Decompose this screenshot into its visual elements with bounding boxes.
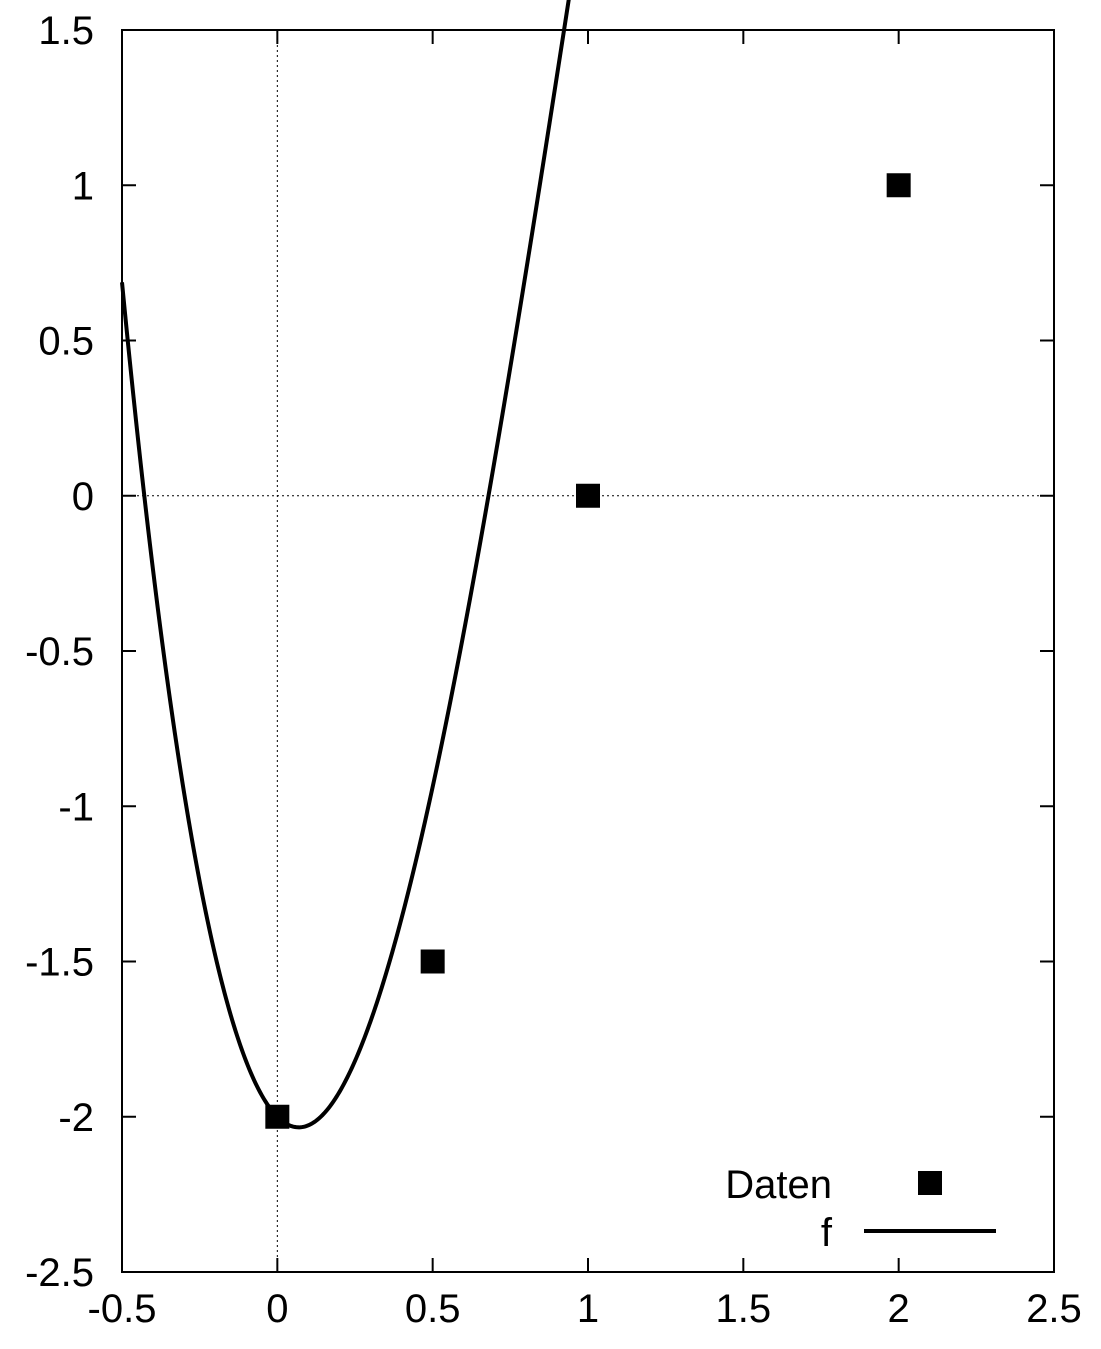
points-layer	[265, 173, 911, 1129]
x-tick-label: 0.5	[405, 1287, 461, 1331]
data-point-daten	[576, 483, 600, 508]
y-tick-label: -2	[58, 1096, 94, 1140]
x-tick-label: 1	[577, 1287, 599, 1331]
x-tick-labels: -0.5 0 0.5 1 1.5 2 2.5	[88, 1287, 1082, 1331]
series-line-f	[120, 0, 571, 1130]
x-tick-label: 0	[266, 1287, 288, 1331]
x-tick-label: 2.5	[1026, 1287, 1082, 1331]
legend-marker-daten	[918, 1171, 942, 1195]
curve-layer	[120, 0, 571, 1130]
legend-label-daten: Daten	[725, 1163, 832, 1207]
plot-frame	[121, 29, 1055, 1273]
y-tick-label: -1.5	[25, 941, 94, 985]
data-point-daten	[265, 1104, 290, 1129]
y-tick-label: 1.5	[38, 9, 94, 53]
y-tick-label: 0.5	[38, 320, 94, 364]
data-point-daten	[420, 949, 445, 974]
y-tick-label: -1	[58, 785, 94, 829]
x-tick-label: 1.5	[716, 1287, 772, 1331]
data-point-daten	[886, 173, 911, 198]
tick-marks	[121, 29, 1055, 1273]
y-tick-label: -0.5	[25, 630, 94, 674]
legend: Daten f	[725, 1163, 996, 1255]
y-tick-label: -2.5	[25, 1251, 94, 1295]
y-tick-label: 0	[72, 475, 94, 519]
y-tick-label: 1	[72, 164, 94, 208]
x-tick-label: -0.5	[88, 1287, 157, 1331]
zero-axis-lines	[122, 30, 1054, 1272]
legend-label-f: f	[821, 1211, 833, 1255]
y-tick-labels: 1.5 1 0.5 0 -0.5 -1 -1.5 -2 -2.5	[25, 9, 94, 1295]
x-tick-label: 2	[888, 1287, 910, 1331]
